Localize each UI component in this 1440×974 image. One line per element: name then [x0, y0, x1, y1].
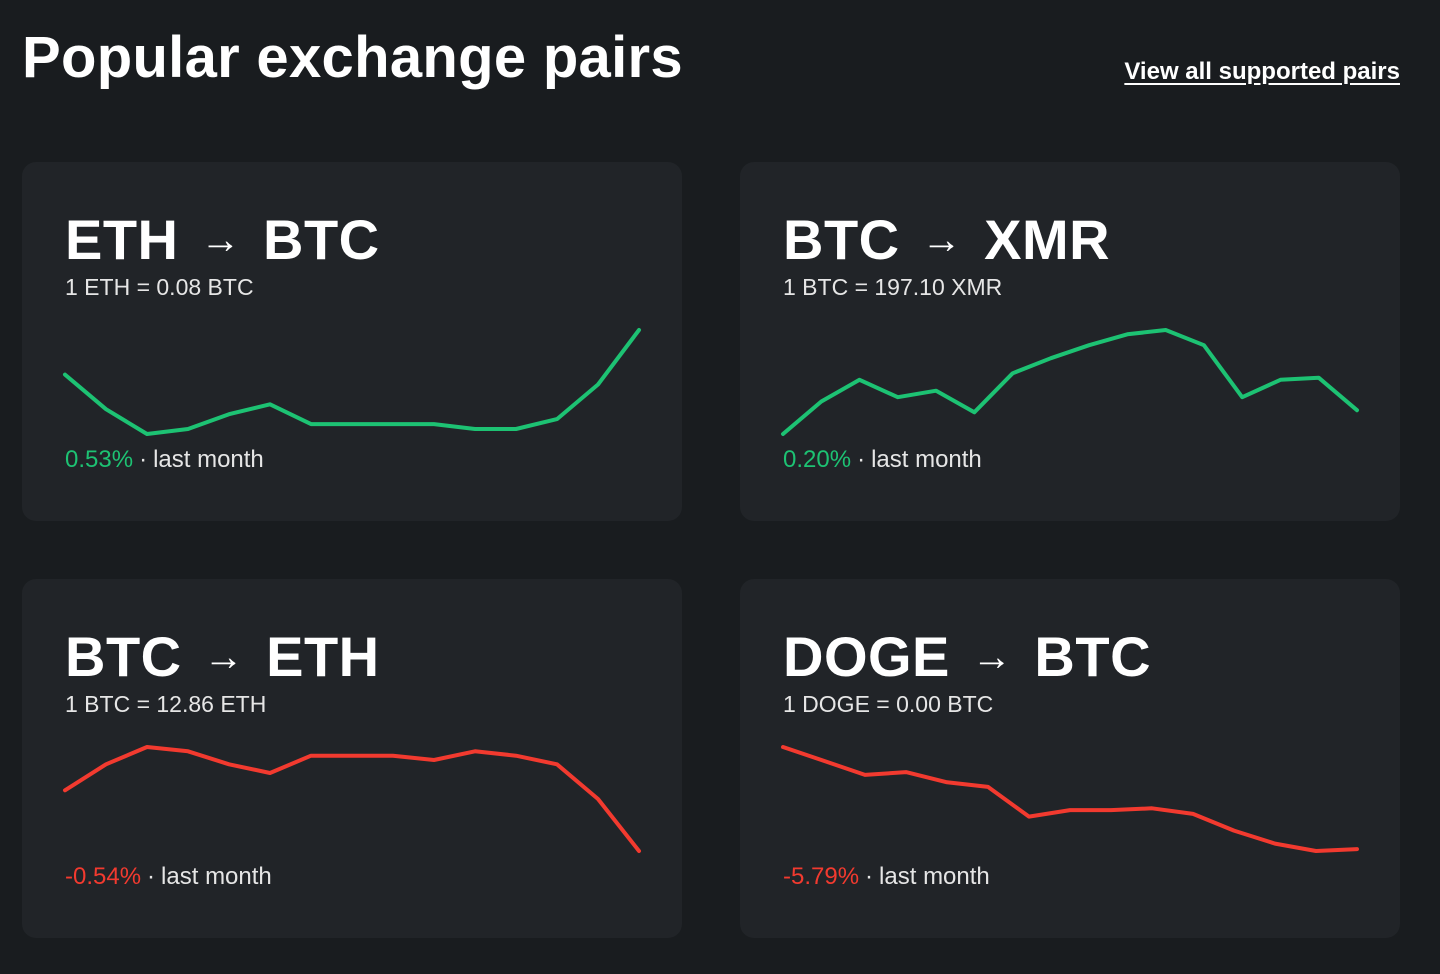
pair-to: ETH — [266, 625, 380, 688]
separator: · — [147, 863, 156, 890]
sparkline-series — [63, 328, 641, 436]
pair-card-btc-eth[interactable]: BTC → ETH 1 BTC = 12.86 ETH -0.54% · last mo… — [22, 579, 682, 938]
sparkline-series — [781, 745, 1359, 853]
arrow-right-icon: → — [203, 635, 245, 679]
sparkline-series — [63, 745, 641, 853]
sparkline-chart — [63, 328, 641, 436]
sparkline-chart — [63, 745, 641, 853]
pair-card-eth-btc[interactable]: ETH → BTC 1 ETH = 0.08 BTC 0.53% · last mont… — [22, 162, 682, 521]
pair-title: BTC → XMR — [783, 206, 1110, 274]
change-summary: -0.54% · last month — [65, 862, 272, 892]
pair-from: ETH — [65, 208, 179, 271]
sparkline-series — [781, 328, 1359, 436]
page-title: Popular exchange pairs — [22, 25, 683, 90]
sparkline-chart — [781, 328, 1359, 436]
change-summary: -5.79% · last month — [783, 862, 990, 892]
pair-title: BTC → ETH — [65, 623, 380, 691]
exchange-rate: 1 DOGE = 0.00 BTC — [783, 691, 994, 717]
change-percent: -0.54% — [65, 863, 142, 890]
exchange-rate: 1 ETH = 0.08 BTC — [65, 274, 254, 300]
change-period: last month — [153, 446, 264, 473]
pair-card-doge-btc[interactable]: DOGE → BTC 1 DOGE = 0.00 BTC -5.79% · last m… — [740, 579, 1400, 938]
pair-card-btc-xmr[interactable]: BTC → XMR 1 BTC = 197.10 XMR 0.20% · last mo… — [740, 162, 1400, 521]
arrow-right-icon: → — [200, 218, 241, 262]
pair-title: DOGE → BTC — [783, 623, 1151, 691]
exchange-rate: 1 BTC = 12.86 ETH — [65, 691, 267, 717]
change-summary: 0.20% · last month — [783, 445, 982, 475]
separator: · — [857, 446, 866, 473]
change-summary: 0.53% · last month — [65, 445, 264, 475]
arrow-right-icon: → — [921, 218, 963, 262]
arrow-right-icon: → — [971, 635, 1013, 679]
separator: · — [139, 446, 148, 473]
change-period: last month — [879, 863, 990, 890]
change-period: last month — [161, 863, 272, 890]
pair-to: BTC — [1034, 625, 1152, 688]
change-percent: -5.79% — [783, 863, 860, 890]
change-period: last month — [871, 446, 982, 473]
change-percent: 0.53% — [65, 446, 134, 473]
pair-title: ETH → BTC — [65, 206, 380, 274]
pair-from: BTC — [783, 208, 900, 271]
separator: · — [865, 863, 874, 890]
pair-to: XMR — [984, 208, 1111, 271]
view-all-pairs-link[interactable]: View all supported pairs — [1124, 58, 1400, 85]
change-percent: 0.20% — [783, 446, 852, 473]
pair-from: BTC — [65, 625, 182, 688]
pair-to: BTC — [263, 208, 380, 271]
pair-from: DOGE — [783, 625, 950, 688]
sparkline-chart — [781, 745, 1359, 853]
exchange-rate: 1 BTC = 197.10 XMR — [783, 274, 1003, 300]
